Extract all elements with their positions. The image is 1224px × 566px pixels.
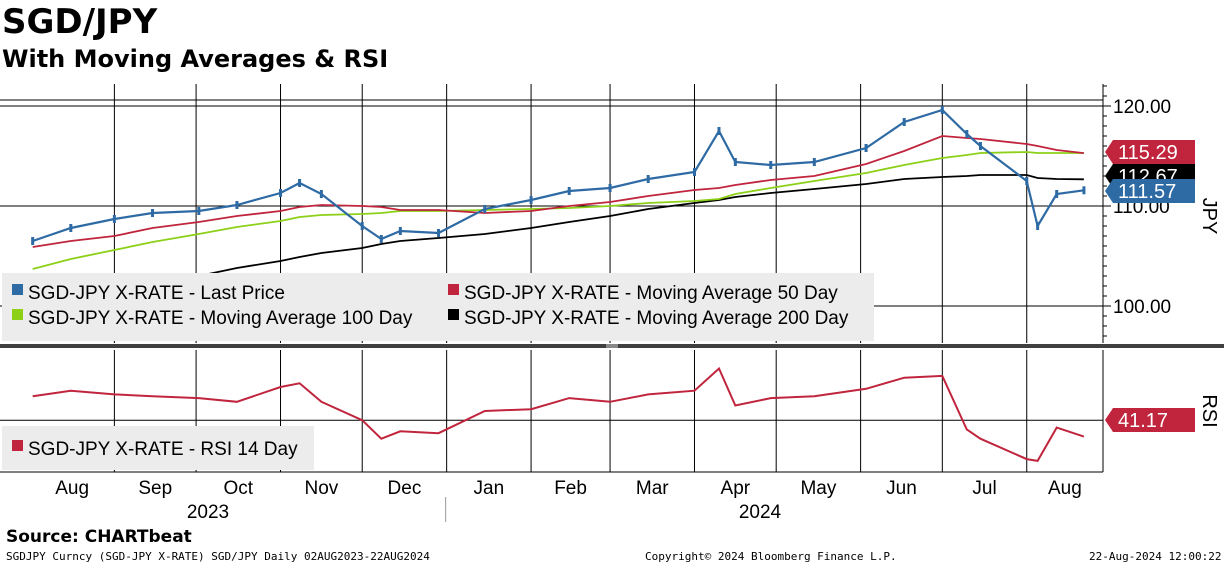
price-bar — [197, 207, 201, 215]
x-tick-label: Nov — [304, 478, 338, 499]
price-bar — [379, 235, 383, 243]
x-tick-label: Jun — [886, 478, 917, 499]
rsi-legend-box — [2, 426, 314, 470]
legend-swatch — [448, 309, 459, 320]
ma200-line — [32, 174, 1084, 309]
legend-label: SGD-JPY X-RATE - Moving Average 100 Day — [28, 308, 413, 329]
price-value-tag: 111.57 — [1118, 181, 1176, 203]
price-bar — [1055, 190, 1059, 198]
ma50-value-tag: 115.29 — [1118, 142, 1178, 164]
y-tick-label: 120.00 — [1113, 97, 1171, 118]
copyright: Copyright© 2024 Bloomberg Finance L.P. — [645, 550, 897, 563]
timestamp: 22-Aug-2024 12:00:22 — [1089, 550, 1222, 563]
rsi-panel-lines — [32, 366, 1085, 462]
price-panel-lines — [31, 106, 1086, 309]
x-tick-label: Apr — [721, 478, 751, 499]
price-bar — [319, 190, 323, 198]
x-tick-label: Aug — [55, 478, 89, 499]
price-bar — [1036, 222, 1040, 230]
price-bar — [769, 161, 773, 169]
x-tick-label: Mar — [636, 478, 669, 499]
price-value-tag-bg — [1105, 179, 1195, 203]
y-tick-label: 100.00 — [1113, 297, 1171, 318]
y-axis-label: RSI — [1198, 394, 1220, 427]
price-bar — [812, 158, 816, 166]
ticker-info: SGDJPY Curncy (SGD-JPY X-RATE) SGD/JPY D… — [6, 550, 430, 563]
price-bar — [608, 184, 612, 192]
rsi-line — [32, 366, 1085, 462]
x-year-label: 2024 — [739, 502, 782, 523]
price-bar — [360, 222, 364, 230]
x-year-label: 2023 — [187, 502, 229, 523]
legend-label: SGD-JPY X-RATE - Moving Average 50 Day — [464, 283, 838, 304]
price-bar — [902, 118, 906, 126]
price-legend-box — [2, 273, 874, 341]
x-tick-label: Aug — [1048, 478, 1082, 499]
x-tick-label: Oct — [224, 478, 254, 499]
x-tick-label: May — [800, 478, 836, 499]
x-tick-label: Dec — [388, 478, 422, 499]
ma100-line — [32, 151, 1084, 270]
legend-label: SGD-JPY X-RATE - RSI 14 Day — [28, 439, 298, 460]
x-tick-label: Jan — [474, 478, 505, 499]
price-bar — [733, 158, 737, 166]
price-bar — [717, 127, 721, 135]
price-bar — [298, 179, 302, 187]
price-bar — [864, 144, 868, 152]
price-bar — [646, 175, 650, 183]
price-bar — [940, 106, 944, 114]
ma50-value-tag-bg — [1105, 140, 1195, 164]
legend-swatch — [12, 440, 23, 451]
legend-label: SGD-JPY X-RATE - Moving Average 200 Day — [464, 308, 849, 329]
price-bar — [1082, 186, 1086, 195]
price-line — [32, 108, 1085, 243]
price-bar — [436, 229, 440, 237]
rsi-value-tag-bg — [1105, 408, 1195, 432]
legend-label: SGD-JPY X-RATE - Last Price — [28, 283, 285, 304]
price-bar — [151, 209, 155, 217]
price-bar — [692, 168, 696, 176]
price-bar — [965, 130, 969, 138]
price-bar — [31, 237, 35, 245]
price-bar — [978, 142, 982, 150]
legend-swatch — [12, 309, 23, 320]
price-bar — [483, 205, 487, 213]
price-bar — [1025, 177, 1029, 185]
chart-title: SGD/JPY — [2, 2, 158, 42]
price-bar — [279, 189, 283, 197]
legend-swatch — [12, 284, 23, 295]
price-bar — [112, 215, 116, 223]
ma50-line — [32, 135, 1085, 248]
legend-swatch — [448, 284, 459, 295]
price-bar — [235, 201, 239, 209]
price-bar — [529, 196, 533, 204]
price-bar — [398, 227, 402, 235]
legends: SGD-JPY X-RATE - Last Price SGD-JPY X-RAT… — [2, 273, 874, 470]
price-bar — [567, 187, 571, 195]
x-tick-label: Jul — [972, 478, 996, 499]
x-tick-label: Sep — [138, 478, 172, 499]
chart-subtitle: With Moving Averages & RSI — [2, 45, 389, 73]
y-axis-label: JPY — [1198, 198, 1220, 235]
price-bar — [69, 224, 73, 232]
rsi-value-tag: 41.17 — [1118, 410, 1168, 432]
source-note: Source: CHARTbeat — [6, 527, 192, 547]
x-tick-label: Feb — [554, 478, 587, 499]
splitter-handle — [606, 344, 618, 348]
